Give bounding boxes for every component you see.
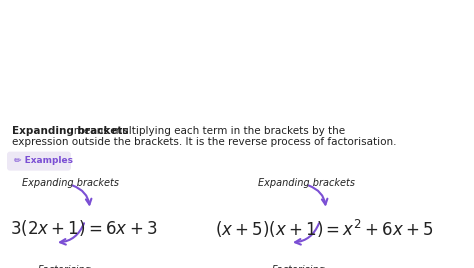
Text: Factorising: Factorising (272, 265, 326, 268)
FancyArrowPatch shape (73, 185, 91, 204)
FancyArrowPatch shape (60, 223, 84, 245)
Text: Expanding brackets: Expanding brackets (22, 178, 119, 188)
Text: Factorising: Factorising (38, 265, 92, 268)
Text: Expanding brackets: Expanding brackets (258, 178, 355, 188)
FancyArrowPatch shape (309, 185, 328, 204)
Text: Expanding Brackets: Expanding Brackets (10, 22, 244, 42)
Text: $3(2x+1)=6x+3$: $3(2x+1)=6x+3$ (10, 218, 157, 238)
Text: Expanding brackets: Expanding brackets (12, 126, 128, 136)
Text: $(x+5)(x+1)=x^2+6x+5$: $(x+5)(x+1)=x^2+6x+5$ (215, 218, 434, 240)
Text: means multiplying each term in the brackets by the
expression outside the bracke: means multiplying each term in the brack… (12, 126, 396, 147)
Text: ✏ Examples: ✏ Examples (14, 156, 73, 165)
FancyArrowPatch shape (295, 223, 319, 245)
FancyBboxPatch shape (7, 152, 71, 171)
